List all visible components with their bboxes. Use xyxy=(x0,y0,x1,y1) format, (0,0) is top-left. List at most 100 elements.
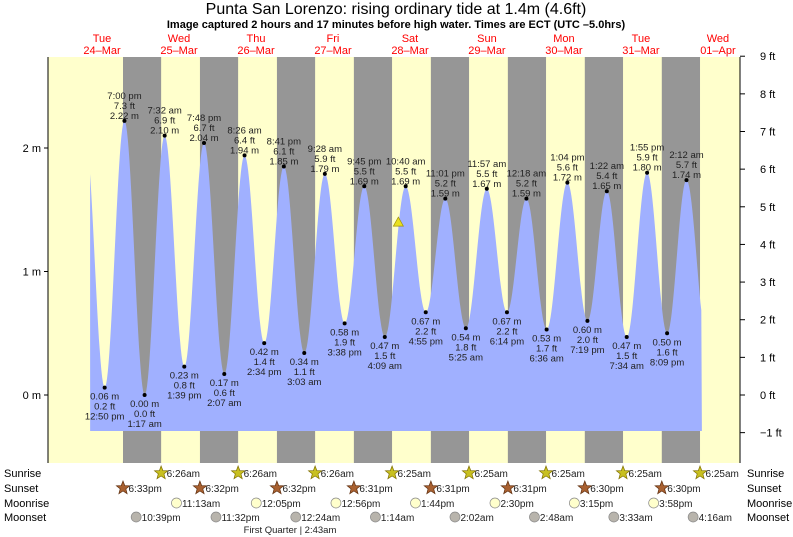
high-tide-point xyxy=(242,153,247,158)
tide-m: 1.59 m xyxy=(512,189,541,200)
left-tick-label: 1 m xyxy=(23,267,41,279)
tide-ft: 2.0 ft xyxy=(577,335,598,346)
low-tide-point xyxy=(463,326,468,331)
moonrise-icon xyxy=(569,497,580,509)
right-tick-label: 7 ft xyxy=(760,127,775,139)
high-tide-point xyxy=(122,118,127,123)
sunrise-icon xyxy=(307,465,323,480)
tide-m: 0.58 m xyxy=(330,327,359,338)
sunrise-time: 6:25am xyxy=(552,469,585,480)
moonset-icon xyxy=(687,511,699,523)
sunrise-icon xyxy=(461,465,477,480)
tide-m: 0.42 m xyxy=(250,347,279,358)
tide-ft: 1.4 ft xyxy=(254,357,275,368)
tide-ft: 1.5 ft xyxy=(616,351,637,362)
sunset-icon xyxy=(423,480,439,495)
tide-m: 1.74 m xyxy=(672,170,701,181)
low-tide-point xyxy=(222,372,227,377)
left-tick-label: 0 m xyxy=(23,390,41,402)
day-label: Wed xyxy=(168,33,190,45)
moonset-icon xyxy=(130,511,142,523)
tide-time: 2:34 pm xyxy=(247,367,281,378)
tide-ft: 5.7 ft xyxy=(676,160,697,171)
moonset-row-label-right: Moonset xyxy=(747,512,789,524)
tide-time: 8:41 pm xyxy=(267,137,301,148)
tide-m: 2.22 m xyxy=(110,111,139,122)
tide-time: 12:18 am xyxy=(507,169,547,180)
tide-time: 1:22 am xyxy=(590,161,624,172)
day-label: Mon xyxy=(553,33,574,45)
moonrise-time: 11:13am xyxy=(182,499,220,510)
tide-ft: 0.6 ft xyxy=(214,388,235,399)
tide-time: 9:28 am xyxy=(308,144,342,155)
tide-m: 1.80 m xyxy=(633,163,662,174)
sunrise-row-label-right: Sunrise xyxy=(747,468,784,480)
tide-m: 0.67 m xyxy=(492,316,521,327)
tide-ft: 1.8 ft xyxy=(455,342,476,353)
right-tick-label: 5 ft xyxy=(760,202,775,214)
moonrise-row-label-right: Moonrise xyxy=(747,498,792,510)
day-label: Sun xyxy=(477,33,497,45)
sunrise-row-label-left: Sunrise xyxy=(4,468,41,480)
tide-m: 1.94 m xyxy=(230,145,259,156)
tide-curve xyxy=(90,120,702,432)
right-tick-label: 1 ft xyxy=(760,352,775,364)
low-tide-point xyxy=(102,385,107,390)
tide-ft: 1.7 ft xyxy=(536,344,557,355)
tide-m: 1.79 m xyxy=(310,164,339,175)
day-label: Sat xyxy=(402,33,419,45)
date-label: 29–Mar xyxy=(468,45,506,57)
date-label: 01–Apr xyxy=(700,45,736,57)
moonrise-time: 12:56pm xyxy=(341,499,380,510)
right-tick-label: 8 ft xyxy=(760,89,775,101)
tide-ft: 6.7 ft xyxy=(193,123,214,134)
moonset-time: 1:14am xyxy=(381,513,414,524)
tide-m: 2.10 m xyxy=(150,126,179,137)
tide-time: 7:48 pm xyxy=(187,113,221,124)
right-tick-label: 6 ft xyxy=(760,164,775,176)
sunset-time: 6:31pm xyxy=(359,484,392,495)
tide-ft: 5.6 ft xyxy=(557,163,578,174)
tide-m: 1.67 m xyxy=(472,179,501,190)
low-tide-point xyxy=(302,351,307,356)
sunset-icon xyxy=(577,480,593,495)
tide-m: 0.67 m xyxy=(411,316,440,327)
date-label: 24–Mar xyxy=(83,45,121,57)
low-tide-point xyxy=(585,318,590,323)
sunrise-time: 6:26am xyxy=(167,469,200,480)
tide-ft: 1.6 ft xyxy=(657,347,678,358)
moonrise-icon xyxy=(250,497,262,509)
tide-m: 1.85 m xyxy=(269,157,298,168)
right-tick-label: 0 ft xyxy=(760,390,775,402)
moonset-icon xyxy=(608,511,620,523)
sunset-time: 6:33pm xyxy=(129,484,162,495)
date-label: 26–Mar xyxy=(237,45,275,57)
day-label: Wed xyxy=(707,33,729,45)
tide-ft: 5.4 ft xyxy=(596,171,617,182)
moonset-time: 12:24am xyxy=(301,513,340,524)
tide-ft: 5.5 ft xyxy=(476,169,497,180)
tide-ft: 5.2 ft xyxy=(516,179,537,190)
tide-m: 1.69 m xyxy=(391,176,420,187)
moonset-icon xyxy=(210,511,222,523)
low-tide-point xyxy=(544,327,549,332)
tide-m: 0.50 m xyxy=(653,337,682,348)
moon-phase-label: First Quarter | 2:43am xyxy=(244,525,337,536)
right-tick-label: 2 ft xyxy=(760,315,775,327)
high-tide-point xyxy=(645,170,650,175)
axes: 0 m 1 m 2 m −1 ft 0 ft 1 ft 2 ft 3 ft 4 ft 5 ft 6 … xyxy=(23,51,782,463)
sunset-icon xyxy=(115,480,131,495)
tide-time: 4:09 am xyxy=(368,361,402,372)
high-tide-point xyxy=(322,171,327,176)
tide-m: 0.23 m xyxy=(170,371,199,382)
tide-ft: 5.5 ft xyxy=(354,166,375,177)
sunrise-time: 6:25am xyxy=(706,469,739,480)
tide-m: 0.47 m xyxy=(612,341,641,352)
tide-m: 0.60 m xyxy=(573,325,602,336)
high-tide-point xyxy=(403,184,408,189)
moonrise-time: 12:05pm xyxy=(262,499,301,510)
sunset-time: 6:32pm xyxy=(205,484,238,495)
tide-ft: 5.9 ft xyxy=(637,153,658,164)
tide-time: 7:32 am xyxy=(147,106,181,117)
tide-time: 1:17 am xyxy=(127,419,161,430)
